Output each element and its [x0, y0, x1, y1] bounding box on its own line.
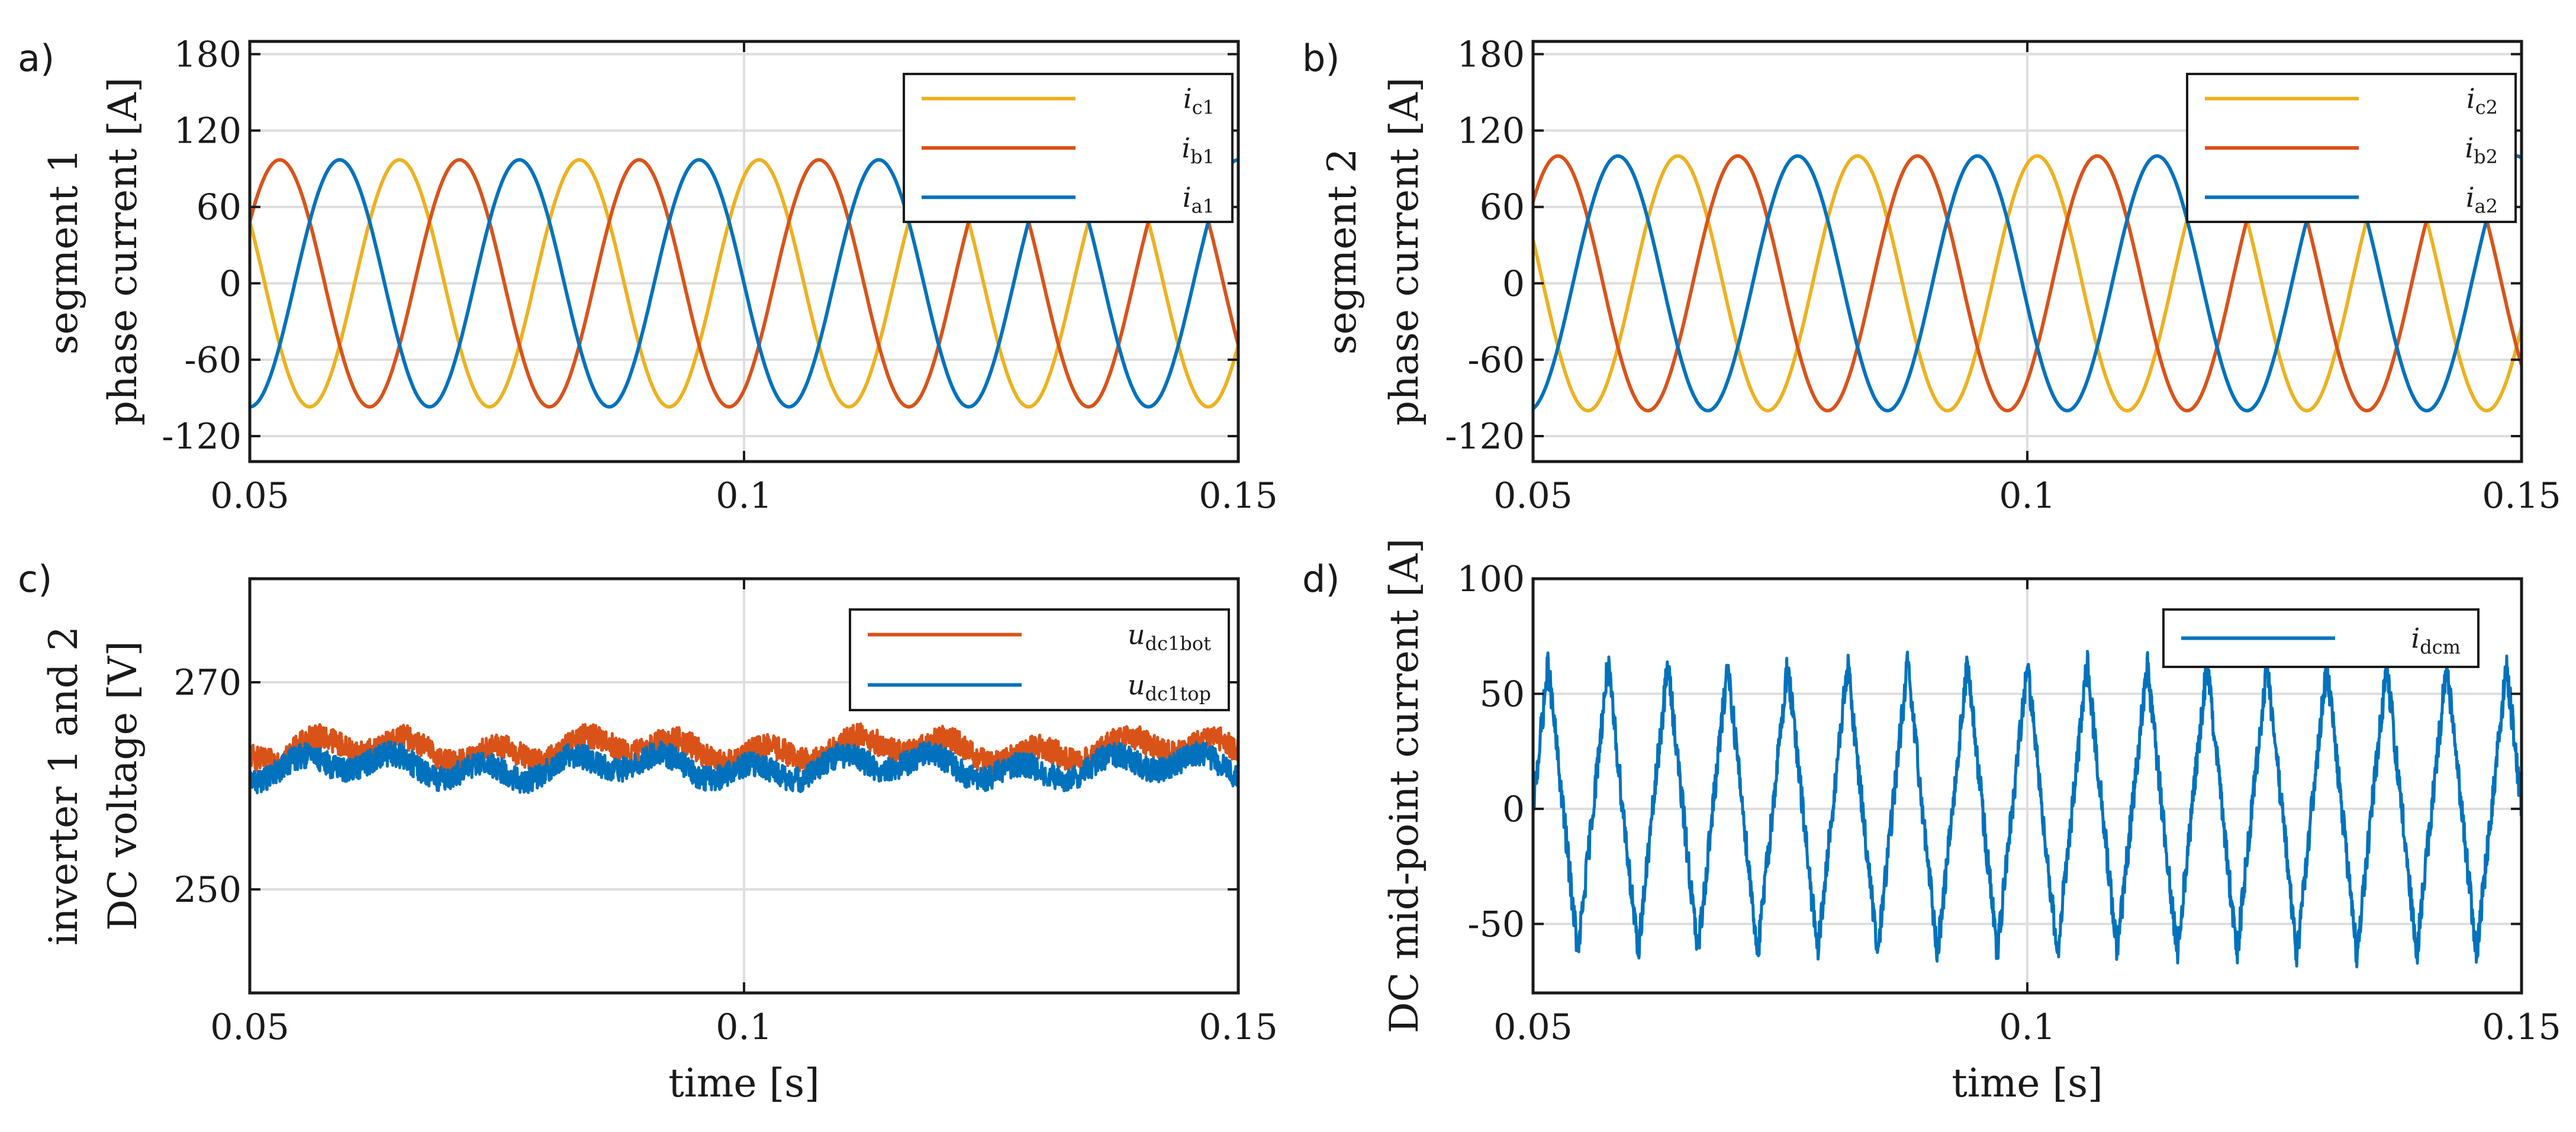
x-tick-label: 0.05 — [210, 475, 289, 517]
series-line-udc1top — [250, 740, 1238, 795]
legend-box — [849, 608, 1230, 711]
panel-label: a) — [18, 37, 54, 80]
y-tick-label: 60 — [1480, 187, 1525, 228]
x-tick-label: 0.1 — [1999, 475, 2055, 517]
y-tick-label: 0 — [219, 263, 242, 305]
x-tick-label: 0.05 — [210, 1007, 289, 1048]
legend: ic1 ib1 ia1 — [903, 73, 1234, 223]
series-line-idcm — [1533, 650, 2522, 969]
legend-entry: ia2 — [2466, 181, 2498, 217]
y-tick-label: -120 — [1445, 416, 1525, 457]
y-axis-label: segment 2 — [1319, 149, 1365, 355]
y-tick-label: 0 — [1502, 263, 1525, 305]
x-tick-label: 0.05 — [1493, 475, 1573, 517]
chart-panel-2: 0.05 0.1 0.15 180 120 60 0 -60 -120 segment 2 phas… — [1302, 34, 2561, 517]
legend-entry: ib1 — [1181, 132, 1215, 168]
y-axis-label: DC voltage [V] — [100, 641, 146, 931]
y-axis-label: phase current [A] — [1382, 78, 1427, 426]
series-line-ic2 — [1533, 154, 2522, 412]
y-axis-label: inverter 1 and 2 — [41, 626, 86, 946]
x-tick-label: 0.1 — [716, 1007, 772, 1048]
y-tick-label: 180 — [173, 34, 242, 76]
panel-label: d) — [1302, 557, 1340, 601]
legend-entry: ic2 — [2466, 83, 2498, 119]
x-tick-label: 0.15 — [2482, 1007, 2561, 1048]
chart-panel-4: 0.05 0.1 0.15 100 50 0 -50 time [s] DC mid-point… — [1302, 538, 2561, 1106]
y-tick-label: 180 — [1457, 34, 1525, 76]
y-tick-label: 0 — [1502, 789, 1525, 830]
x-tick-label: 0.1 — [1999, 1007, 2055, 1048]
y-tick-label: 100 — [1457, 559, 1525, 600]
y-tick-label: 60 — [197, 187, 242, 228]
y-tick-label: -120 — [162, 416, 242, 457]
legend-entry: ic1 — [1183, 83, 1215, 119]
legend-entry: ia1 — [1183, 181, 1215, 217]
legend: idcm — [2162, 608, 2480, 668]
y-axis-label: DC mid-point current [A] — [1382, 538, 1427, 1034]
chart-panel-1: 0.05 0.1 0.15 180 120 60 0 -60 -120 segment 1 phas… — [18, 34, 1278, 517]
chart-panel-3: 0.05 0.1 0.15 270 250 time [s] inverter 1 and … — [18, 557, 1278, 1106]
panel-label: c) — [18, 557, 52, 601]
x-tick-label: 0.1 — [716, 475, 772, 517]
series-line-ib1 — [250, 158, 1238, 409]
panel-label: b) — [1302, 37, 1340, 80]
y-tick-label: -60 — [184, 340, 242, 381]
y-tick-label: -50 — [1467, 904, 1525, 945]
y-tick-label: 120 — [1457, 111, 1525, 152]
x-tick-label: 0.15 — [1199, 475, 1278, 517]
legend: udc1bot udc1top — [849, 608, 1230, 711]
x-axis-label: time [s] — [668, 1060, 820, 1106]
legend-entry: ib2 — [2465, 132, 2498, 168]
legend-entry: udc1top — [1128, 669, 1211, 705]
legend-entry: idcm — [2411, 623, 2461, 659]
y-tick-label: 270 — [173, 662, 242, 704]
y-tick-label: 250 — [173, 869, 242, 911]
series-line-ic1 — [250, 158, 1238, 409]
x-tick-label: 0.15 — [2482, 475, 2561, 517]
y-axis-label: segment 1 — [41, 149, 86, 355]
y-tick-label: 50 — [1480, 673, 1525, 715]
x-tick-label: 0.15 — [1199, 1007, 1278, 1048]
x-tick-label: 0.05 — [1493, 1007, 1573, 1048]
legend-entry: udc1bot — [1128, 619, 1211, 655]
x-axis-label: time [s] — [1952, 1060, 2103, 1106]
series-line-ib2 — [1533, 154, 2522, 412]
legend: ic2 ib2 ia2 — [2186, 73, 2517, 223]
y-tick-label: -60 — [1467, 340, 1525, 381]
y-tick-label: 120 — [173, 111, 242, 152]
y-axis-label: phase current [A] — [100, 78, 146, 426]
